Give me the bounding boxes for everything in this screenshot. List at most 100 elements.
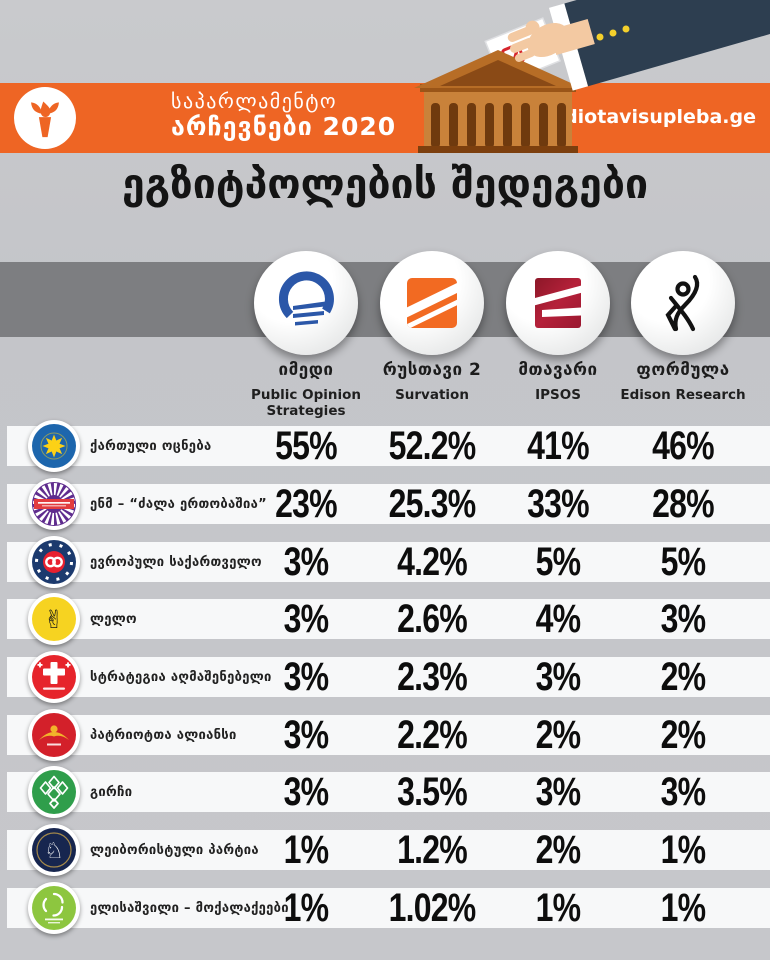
channel-name: რუსთავი 2	[382, 360, 482, 380]
party-logo-girchi	[28, 766, 80, 818]
mtavari-logo	[535, 278, 581, 328]
rustavi2-logo-circle	[380, 251, 484, 355]
poll-value: 3%	[535, 770, 581, 814]
party-row: ♘ ლეიბორისტული პარტია 1% 1.2% 2% 1%	[0, 824, 770, 876]
party-row: სტრატეგია აღმაშენებელი 3% 2.3% 3% 2%	[0, 651, 770, 703]
poll-value: 1.02%	[388, 886, 477, 930]
party-row: ევროპული საქართველო 3% 4.2% 5% 5%	[0, 536, 770, 588]
party-name: ლელო	[90, 612, 137, 627]
banner-line1: საპარლამენტო	[171, 89, 338, 113]
poll-value: 3%	[283, 540, 329, 584]
formula-logo	[665, 274, 700, 332]
party-name: ელისაშვილი – მოქალაქეები	[90, 901, 289, 916]
poll-value: 2.6%	[397, 597, 468, 641]
party-logo-georgian-dream	[28, 420, 80, 472]
poll-value: 2.3%	[397, 655, 468, 699]
party-row: გირჩი 3% 3.5% 3% 3%	[0, 766, 770, 818]
poll-value: 3%	[283, 655, 329, 699]
svg-text:♘: ♘	[44, 839, 64, 864]
poll-value: 2%	[535, 828, 581, 872]
poll-value: 3%	[535, 655, 581, 699]
party-logo-labour-party: ♘	[28, 824, 80, 876]
party-logo-alliance-of-patriots	[28, 709, 80, 761]
party-logo-lelo: ✌	[28, 593, 80, 645]
hand	[507, 18, 595, 62]
party-row: ელისაშვილი – მოქალაქეები 1% 1.02% 1% 1%	[0, 882, 770, 934]
row-band	[7, 426, 770, 466]
party-row: ქართული ოცნება 55% 52.2% 41% 46%	[0, 420, 770, 472]
row-band	[7, 484, 770, 524]
poll-value: 5%	[535, 540, 581, 584]
header-banner: საპარლამენტო არჩევნები 2020 radiotavisup…	[0, 83, 770, 153]
party-name: ენმ – “ძალა ერთობაშია”	[90, 497, 268, 512]
poll-value: 28%	[652, 482, 714, 526]
sleeve-buttons	[596, 25, 630, 41]
poll-value: 52.2%	[388, 424, 477, 468]
poll-value: 41%	[527, 424, 589, 468]
ballot-paper	[484, 17, 561, 85]
poll-value: 4.2%	[397, 540, 468, 584]
poll-value: 2.2%	[397, 713, 468, 757]
poll-value: 55%	[275, 424, 337, 468]
pollster-column-rustavi2: რუსთავი 2 Survation	[347, 360, 517, 403]
party-name: ევროპული საქართველო	[90, 555, 262, 570]
party-name: სტრატეგია აღმაშენებელი	[90, 670, 272, 685]
party-logo-strategy-aghmashenebeli	[28, 651, 80, 703]
poll-value: 46%	[652, 424, 714, 468]
party-name: გირჩი	[90, 785, 133, 800]
mtavari-logo-circle	[506, 251, 610, 355]
poll-value: 3%	[283, 713, 329, 757]
suit-sleeve	[548, 0, 770, 91]
party-name: პატრიოტთა ალიანსი	[90, 728, 237, 743]
party-logo-european-georgia	[28, 536, 80, 588]
banner-title: საპარლამენტო არჩევნები 2020	[171, 90, 396, 142]
agency-name: Survation	[395, 387, 469, 403]
poll-value: 25.3%	[388, 482, 477, 526]
row-band	[7, 715, 770, 755]
agency-name: IPSOS	[535, 387, 581, 403]
poll-value: 1%	[535, 886, 581, 930]
poll-value: 2%	[660, 655, 706, 699]
row-band	[7, 599, 770, 639]
rferl-torch-logo	[14, 87, 76, 149]
pollster-column-mtavari: მთავარი IPSOS	[473, 360, 643, 403]
row-band	[7, 830, 770, 870]
party-name: ქართული ოცნება	[90, 439, 212, 454]
poll-value: 2%	[535, 713, 581, 757]
poll-value: 3%	[283, 597, 329, 641]
agency-name: Public Opinion Strategies	[250, 387, 362, 419]
row-band	[7, 657, 770, 697]
page-title: ეგზიტპოლების შედეგები	[121, 160, 649, 208]
poll-value: 1%	[660, 828, 706, 872]
party-row: ✌ ლელო 3% 2.6% 4% 3%	[0, 593, 770, 645]
poll-value: 3%	[283, 770, 329, 814]
rustavi2-logo	[407, 278, 457, 328]
imedi-logo	[279, 271, 334, 326]
poll-value: 3.5%	[397, 770, 468, 814]
poll-value: 3%	[660, 770, 706, 814]
poll-value: 23%	[275, 482, 337, 526]
channel-name: იმედი	[278, 360, 334, 380]
poll-value: 1%	[660, 886, 706, 930]
torch-icon	[31, 101, 59, 138]
pollster-column-formula: ფორმულა Edison Research	[598, 360, 768, 403]
poll-value: 1%	[283, 886, 329, 930]
poll-value: 1.2%	[397, 828, 468, 872]
poll-value: 1%	[283, 828, 329, 872]
pollster-column-imedi: იმედი Public Opinion Strategies	[221, 360, 391, 419]
channel-name: მთავარი	[518, 360, 598, 380]
site-url: radiotavisupleba.ge	[541, 106, 756, 128]
party-row: პატრიოტთა ალიანსი 3% 2.2% 2% 2%	[0, 709, 770, 761]
row-band	[7, 888, 770, 928]
row-band	[7, 772, 770, 812]
channel-name: ფორმულა	[636, 360, 730, 380]
poll-value: 4%	[535, 597, 581, 641]
poll-value: 3%	[660, 597, 706, 641]
poll-value: 5%	[660, 540, 706, 584]
party-logo-unm	[28, 478, 80, 530]
imedi-logo-circle	[254, 251, 358, 355]
poll-value: 2%	[660, 713, 706, 757]
banner-line2: არჩევნები 2020	[171, 112, 397, 141]
party-logo-citizens	[28, 882, 80, 934]
party-name: ლეიბორისტული პარტია	[90, 843, 259, 858]
